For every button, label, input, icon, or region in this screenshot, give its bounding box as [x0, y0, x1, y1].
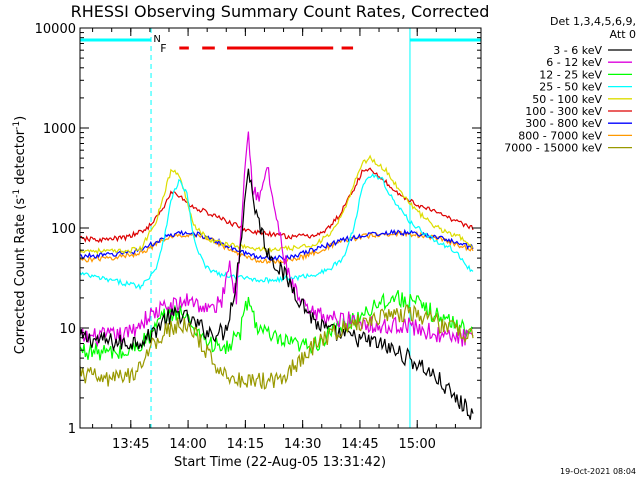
legend-label-2: 12 - 25 keV [539, 68, 602, 81]
legend-header-line-2: Att 0 [610, 28, 636, 41]
chart-title: RHESSI Observing Summary Count Rates, Co… [71, 2, 490, 21]
x-tick-label-0: 13:45 [112, 437, 149, 452]
marker-layer: NF [153, 34, 354, 55]
x-axis-label: Start Time (22-Aug-05 13:31:42) [174, 455, 386, 470]
series-layer [79, 131, 474, 420]
series-line-4 [79, 154, 474, 255]
y-tick-label-2: 100 [51, 222, 76, 237]
series-line-3 [79, 173, 474, 291]
legend-label-8: 7000 - 15000 keV [504, 142, 602, 155]
y-tick-label-0: 1 [68, 422, 76, 437]
x-tick-layer: 13:45 14:00 14:15 14:30 14:45 15:00 [92, 28, 456, 452]
legend-label-4: 50 - 100 keV [532, 93, 602, 106]
y-axis-label: Corrected Count Rate (s-1 detector-1) [12, 116, 28, 354]
legend-label-3: 25 - 50 keV [539, 81, 602, 94]
legend-label-0: 3 - 6 keV [553, 44, 602, 57]
x-tick-label-1: 14:00 [169, 437, 206, 452]
legend-header-line-1: Det 1,3,4,5,6,9, [550, 15, 636, 28]
y-tick-label-3: 1000 [43, 122, 76, 137]
series-line-1 [79, 131, 474, 348]
y-tick-layer: 1 10 100 1000 10000 [35, 22, 481, 437]
y-axis-label-part-3: ) [13, 116, 28, 121]
y-axis-label-sup-2: -1 [12, 121, 22, 130]
series-line-8 [79, 304, 474, 390]
legend-label-6: 300 - 800 keV [525, 117, 602, 130]
legend-label-1: 6 - 12 keV [546, 56, 602, 69]
legend-label-5: 100 - 300 keV [525, 105, 602, 118]
night-shade-layer [80, 28, 481, 428]
legend-label-7: 800 - 7000 keV [518, 129, 602, 142]
y-tick-label-1: 10 [59, 322, 76, 337]
x-tick-label-4: 14:45 [341, 437, 378, 452]
series-line-6 [79, 228, 474, 262]
y-axis-label-sup-1: -1 [12, 189, 22, 198]
x-tick-label-5: 15:00 [398, 437, 435, 452]
flare-marker-label: F [160, 42, 166, 55]
x-tick-label-3: 14:30 [284, 437, 321, 452]
y-tick-label-4: 10000 [35, 22, 76, 37]
y-axis-label-part-2: detector [13, 129, 28, 189]
series-line-0 [79, 168, 474, 420]
x-tick-label-2: 14:15 [227, 437, 264, 452]
night-marker-label: N [153, 34, 160, 45]
y-axis-label-part-1: Corrected Count Rate (s [13, 198, 28, 355]
footer-date: 19-Oct-2021 08:04 [560, 467, 636, 476]
